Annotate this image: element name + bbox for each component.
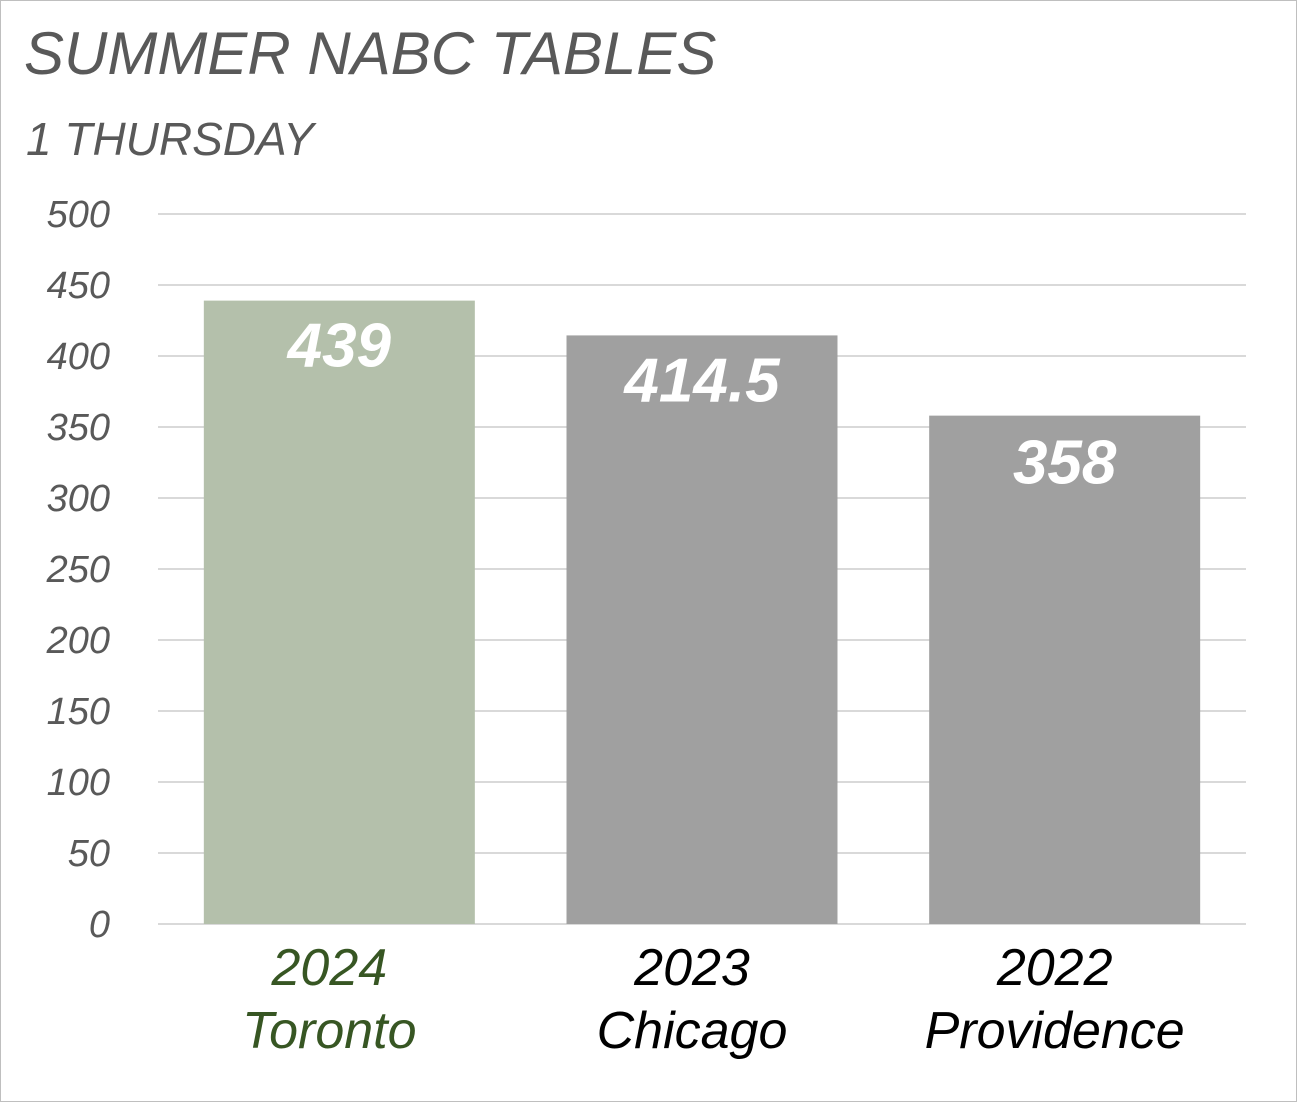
category-city-label: Toronto [242,1002,416,1060]
bars [203,300,1201,924]
y-tick-label: 50 [68,833,110,875]
bar [929,415,1201,924]
y-tick-label: 250 [46,549,110,591]
category-year-label: 2023 [633,939,750,997]
y-tick-label: 350 [47,407,110,449]
y-tick-label: 100 [47,762,110,804]
bar-data-label: 414.5 [622,346,781,415]
chart-subtitle: 1 THURSDAY [26,113,314,165]
category-year-label: 2022 [996,939,1113,997]
category-city-label: Providence [925,1002,1185,1060]
bar [203,300,475,924]
bar [566,335,838,924]
y-tick-label: 300 [47,478,110,520]
y-tick-label: 500 [47,194,110,236]
y-tick-label: 150 [47,691,110,733]
bar-data-label: 439 [286,312,392,381]
chart-title: SUMMER NABC TABLES [24,20,717,87]
category-city-label: Chicago [597,1002,788,1060]
y-axis-tick-labels: 0 50 100 150 200 250 300 350 400 450 500 [46,194,110,946]
y-tick-label: 0 [89,904,110,946]
y-tick-label: 450 [47,265,110,307]
bar-data-label: 358 [1013,429,1117,498]
y-tick-label: 400 [47,336,110,378]
y-tick-label: 200 [46,620,110,662]
category-year-label: 2024 [270,939,387,997]
bar-data-labels: 439 414.5 358 [286,312,1117,498]
